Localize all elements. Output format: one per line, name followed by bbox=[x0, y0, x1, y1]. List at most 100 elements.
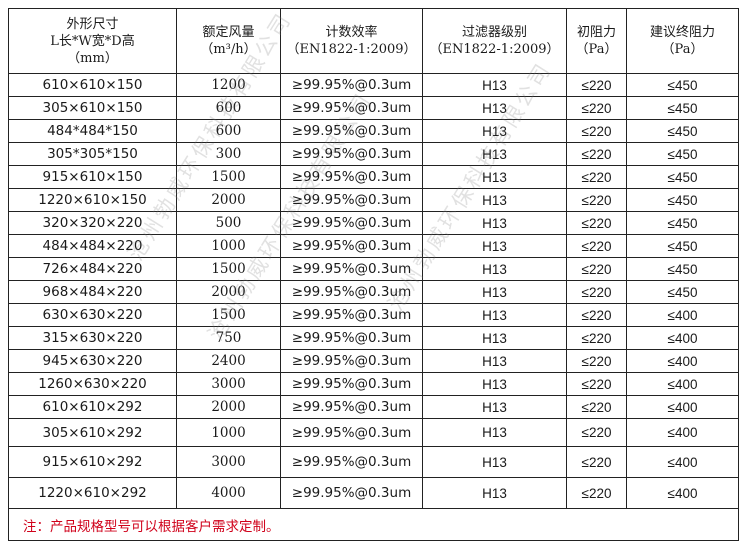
cell-size: 484*484*150 bbox=[8, 119, 177, 143]
cell-final-resistance: ≤450 bbox=[626, 280, 739, 304]
cell-airflow: 1500 bbox=[176, 303, 281, 327]
cell-initial-resistance: ≤220 bbox=[566, 211, 627, 235]
cell-efficiency: ≥99.95%@0.3um bbox=[280, 280, 423, 304]
cell-filter-class: H13 bbox=[422, 477, 567, 509]
cell-final-resistance: ≤400 bbox=[626, 349, 739, 373]
cell-final-resistance: ≤400 bbox=[626, 303, 739, 327]
cell-final-resistance: ≤450 bbox=[626, 211, 739, 235]
cell-initial-resistance: ≤220 bbox=[566, 257, 627, 281]
cell-initial-resistance: ≤220 bbox=[566, 349, 627, 373]
table-row: 1260×630×220 3000 ≥99.95%@0.3um H13 ≤220… bbox=[8, 372, 739, 396]
cell-filter-class: H13 bbox=[422, 446, 567, 478]
cell-airflow: 750 bbox=[176, 326, 281, 350]
cell-initial-resistance: ≤220 bbox=[566, 73, 627, 97]
cell-size: 1220×610×150 bbox=[8, 188, 177, 212]
cell-airflow: 4000 bbox=[176, 477, 281, 509]
cell-final-resistance: ≤450 bbox=[626, 188, 739, 212]
table-row: 484*484*150 600 ≥99.95%@0.3um H13 ≤220 ≤… bbox=[8, 119, 739, 143]
cell-filter-class: H13 bbox=[422, 188, 567, 212]
cell-efficiency: ≥99.95%@0.3um bbox=[280, 372, 423, 396]
cell-initial-resistance: ≤220 bbox=[566, 96, 627, 120]
cell-final-resistance: ≤450 bbox=[626, 142, 739, 166]
table-row: 484×484×220 1000 ≥99.95%@0.3um H13 ≤220 … bbox=[8, 234, 739, 258]
table-row: 320×320×220 500 ≥99.95%@0.3um H13 ≤220 ≤… bbox=[8, 211, 739, 235]
cell-filter-class: H13 bbox=[422, 165, 567, 189]
header-airflow: 额定风量 （m³/h） bbox=[176, 8, 281, 74]
cell-airflow: 1200 bbox=[176, 73, 281, 97]
table-row: 726×484×220 1500 ≥99.95%@0.3um H13 ≤220 … bbox=[8, 257, 739, 281]
cell-airflow: 500 bbox=[176, 211, 281, 235]
cell-airflow: 600 bbox=[176, 96, 281, 120]
table-row: 968×484×220 2000 ≥99.95%@0.3um H13 ≤220 … bbox=[8, 280, 739, 304]
cell-filter-class: H13 bbox=[422, 303, 567, 327]
cell-filter-class: H13 bbox=[422, 349, 567, 373]
cell-initial-resistance: ≤220 bbox=[566, 477, 627, 509]
cell-final-resistance: ≤450 bbox=[626, 96, 739, 120]
cell-efficiency: ≥99.95%@0.3um bbox=[280, 142, 423, 166]
cell-efficiency: ≥99.95%@0.3um bbox=[280, 257, 423, 281]
cell-size: 915×610×292 bbox=[8, 446, 177, 478]
cell-size: 305*305*150 bbox=[8, 142, 177, 166]
cell-initial-resistance: ≤220 bbox=[566, 119, 627, 143]
cell-final-resistance: ≤450 bbox=[626, 234, 739, 258]
cell-efficiency: ≥99.95%@0.3um bbox=[280, 477, 423, 509]
cell-efficiency: ≥99.95%@0.3um bbox=[280, 395, 423, 419]
cell-filter-class: H13 bbox=[422, 211, 567, 235]
cell-efficiency: ≥99.95%@0.3um bbox=[280, 188, 423, 212]
cell-size: 630×630×220 bbox=[8, 303, 177, 327]
cell-efficiency: ≥99.95%@0.3um bbox=[280, 418, 423, 447]
cell-airflow: 2000 bbox=[176, 395, 281, 419]
header-filter-class: 过滤器级别 （EN1822-1:2009） bbox=[422, 8, 567, 74]
cell-size: 1260×630×220 bbox=[8, 372, 177, 396]
cell-airflow: 3000 bbox=[176, 372, 281, 396]
cell-initial-resistance: ≤220 bbox=[566, 188, 627, 212]
cell-final-resistance: ≤400 bbox=[626, 326, 739, 350]
table-row: 305×610×150 600 ≥99.95%@0.3um H13 ≤220 ≤… bbox=[8, 96, 739, 120]
table-row: 630×630×220 1500 ≥99.95%@0.3um H13 ≤220 … bbox=[8, 303, 739, 327]
cell-initial-resistance: ≤220 bbox=[566, 372, 627, 396]
spec-sheet: 外形尺寸 L长*W宽*D高 （mm） 额定风量 （m³/h） 计数效率 （EN1… bbox=[8, 8, 739, 541]
cell-filter-class: H13 bbox=[422, 257, 567, 281]
cell-airflow: 1500 bbox=[176, 257, 281, 281]
table-row: 305*305*150 300 ≥99.95%@0.3um H13 ≤220 ≤… bbox=[8, 142, 739, 166]
cell-size: 945×630×220 bbox=[8, 349, 177, 373]
cell-airflow: 2000 bbox=[176, 188, 281, 212]
header-final-resistance: 建议终阻力 （Pa） bbox=[626, 8, 739, 74]
cell-filter-class: H13 bbox=[422, 418, 567, 447]
cell-size: 1220×610×292 bbox=[8, 477, 177, 509]
table-row: 945×630×220 2400 ≥99.95%@0.3um H13 ≤220 … bbox=[8, 349, 739, 373]
cell-size: 610×610×150 bbox=[8, 73, 177, 97]
cell-efficiency: ≥99.95%@0.3um bbox=[280, 234, 423, 258]
cell-filter-class: H13 bbox=[422, 395, 567, 419]
cell-final-resistance: ≤450 bbox=[626, 73, 739, 97]
cell-efficiency: ≥99.95%@0.3um bbox=[280, 96, 423, 120]
cell-airflow: 600 bbox=[176, 119, 281, 143]
cell-filter-class: H13 bbox=[422, 73, 567, 97]
cell-efficiency: ≥99.95%@0.3um bbox=[280, 165, 423, 189]
header-efficiency: 计数效率 （EN1822-1:2009） bbox=[280, 8, 423, 74]
cell-final-resistance: ≤400 bbox=[626, 418, 739, 447]
cell-size: 610×610×292 bbox=[8, 395, 177, 419]
cell-airflow: 1500 bbox=[176, 165, 281, 189]
cell-efficiency: ≥99.95%@0.3um bbox=[280, 211, 423, 235]
table-row: 610×610×150 1200 ≥99.95%@0.3um H13 ≤220 … bbox=[8, 73, 739, 97]
cell-final-resistance: ≤450 bbox=[626, 257, 739, 281]
cell-initial-resistance: ≤220 bbox=[566, 418, 627, 447]
cell-initial-resistance: ≤220 bbox=[566, 234, 627, 258]
cell-final-resistance: ≤400 bbox=[626, 446, 739, 478]
cell-final-resistance: ≤450 bbox=[626, 119, 739, 143]
cell-size: 315×630×220 bbox=[8, 326, 177, 350]
cell-size: 915×610×150 bbox=[8, 165, 177, 189]
cell-airflow: 300 bbox=[176, 142, 281, 166]
filter-spec-table: 外形尺寸 L长*W宽*D高 （mm） 额定风量 （m³/h） 计数效率 （EN1… bbox=[8, 8, 739, 541]
table-body: 610×610×150 1200 ≥99.95%@0.3um H13 ≤220 … bbox=[8, 73, 739, 509]
cell-initial-resistance: ≤220 bbox=[566, 395, 627, 419]
cell-airflow: 1000 bbox=[176, 234, 281, 258]
footnote: 注：产品规格型号可以根据客户需求定制。 bbox=[8, 508, 739, 541]
cell-filter-class: H13 bbox=[422, 372, 567, 396]
cell-final-resistance: ≤450 bbox=[626, 165, 739, 189]
cell-efficiency: ≥99.95%@0.3um bbox=[280, 73, 423, 97]
cell-final-resistance: ≤400 bbox=[626, 372, 739, 396]
table-header-row: 外形尺寸 L长*W宽*D高 （mm） 额定风量 （m³/h） 计数效率 （EN1… bbox=[8, 8, 739, 74]
cell-airflow: 3000 bbox=[176, 446, 281, 478]
